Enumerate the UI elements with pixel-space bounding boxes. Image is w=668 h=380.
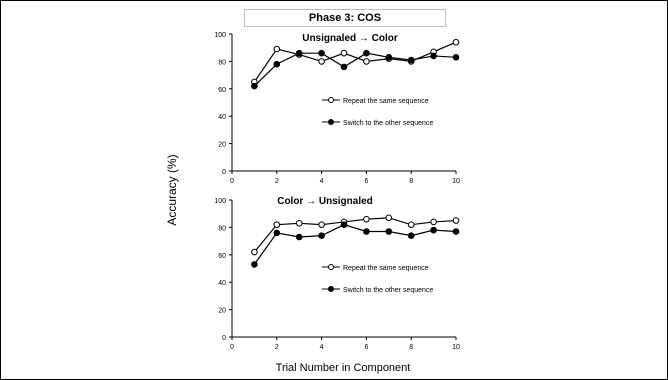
data-point (318, 58, 325, 65)
x-tick-label: 0 (230, 178, 234, 185)
chart-panel-1: 0 20 40 60 80 100 0 2 4 6 8 10 Unsignaled → Color Rep… (214, 32, 460, 185)
panel-title: Color → Unsignaled (277, 196, 373, 207)
y-tick-label: 20 (218, 142, 226, 149)
data-point (430, 218, 437, 226)
legend-marker (328, 119, 334, 125)
panel-title: Unsignaled → Color (302, 33, 398, 44)
series-line (253, 217, 457, 253)
legend-label: Switch to the other sequence (343, 287, 433, 294)
data-point (363, 228, 370, 235)
data-point (385, 214, 393, 222)
series-line (253, 41, 457, 83)
legend-marker (328, 264, 334, 270)
data-point (363, 49, 370, 57)
data-point (273, 229, 281, 237)
x-tick-label: 8 (409, 344, 413, 351)
figure-title: Phase 3: COS (244, 9, 446, 27)
data-point (407, 56, 415, 64)
y-tick-label: 80 (218, 225, 226, 232)
y-tick-label: 100 (214, 32, 226, 39)
data-point (452, 217, 460, 224)
x-tick-label: 8 (409, 178, 413, 185)
data-point (295, 233, 303, 241)
data-point (385, 53, 393, 61)
data-point (295, 49, 303, 57)
y-tick-label: 20 (218, 308, 226, 315)
y-tick-label: 0 (222, 169, 226, 176)
x-tick-label: 4 (320, 178, 324, 185)
y-tick-label: 40 (218, 114, 226, 121)
data-point (273, 45, 281, 53)
x-tick-label: 2 (275, 178, 279, 185)
x-tick-label: 10 (452, 178, 460, 185)
legend-marker (328, 286, 334, 292)
y-axis-label: Accuracy (%) (165, 154, 179, 225)
data-point (430, 52, 437, 60)
y-tick-label: 0 (222, 335, 226, 342)
data-point (363, 58, 370, 65)
legend-label: Repeat the same sequence (343, 98, 429, 105)
y-tick-label: 60 (218, 87, 226, 94)
legend-label: Repeat the same sequence (343, 265, 429, 272)
data-point (251, 261, 258, 268)
x-tick-label: 6 (364, 344, 368, 351)
data-point (452, 228, 460, 235)
x-tick-label: 10 (452, 344, 460, 351)
data-point (318, 49, 325, 57)
y-tick-label: 40 (218, 280, 226, 287)
y-tick-label: 100 (214, 198, 226, 205)
legend-marker (328, 97, 334, 103)
data-point (407, 232, 415, 239)
data-point (363, 215, 370, 223)
data-point (318, 221, 325, 228)
chart-panel-2: 0 20 40 60 80 100 0 2 4 6 8 10 Color → Unsignaled Rep… (214, 196, 460, 351)
data-point (273, 60, 281, 68)
data-point (295, 219, 303, 227)
data-point (273, 221, 281, 228)
series-line (253, 52, 457, 87)
data-point (251, 82, 258, 90)
data-point (452, 38, 460, 46)
data-point (385, 228, 393, 235)
y-tick-label: 60 (218, 253, 226, 260)
x-tick-label: 6 (364, 178, 368, 185)
data-point (340, 49, 348, 57)
x-tick-label: 2 (275, 344, 279, 351)
data-point (340, 63, 348, 71)
x-tick-label: 0 (230, 344, 234, 351)
data-point (251, 248, 258, 256)
y-tick-label: 80 (218, 59, 226, 66)
data-point (340, 221, 348, 228)
data-point (407, 221, 415, 228)
x-tick-label: 4 (320, 344, 324, 351)
x-axis-label: Trial Number in Component (276, 362, 411, 374)
series-line (253, 224, 457, 265)
data-point (452, 53, 460, 61)
data-point (318, 232, 325, 239)
data-point (430, 226, 437, 234)
legend-label: Switch to the other sequence (343, 120, 433, 127)
